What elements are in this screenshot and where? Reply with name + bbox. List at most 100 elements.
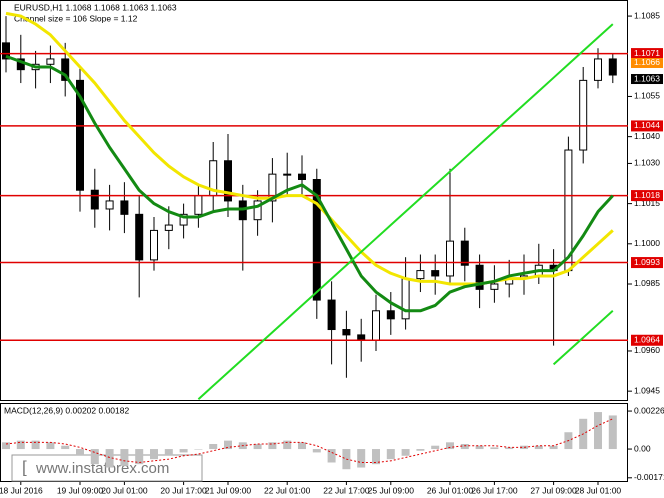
- candle-body: [2, 42, 10, 60]
- macd-bar: [475, 445, 484, 450]
- macd-bar: [386, 449, 395, 460]
- candle-body: [61, 58, 70, 81]
- candle-body: [179, 213, 188, 226]
- macd-bar: [357, 449, 366, 468]
- macd-bar: [372, 449, 380, 465]
- level-label-box: [631, 120, 663, 132]
- candle-body: [490, 283, 499, 290]
- macd-bar: [61, 445, 70, 450]
- macd-bar: [549, 445, 558, 450]
- y-tick-label: 1.1015: [634, 198, 660, 208]
- y-tick-label: 1.1030: [634, 158, 660, 168]
- macd-bar: [401, 449, 410, 456]
- macd-bar: [446, 442, 454, 450]
- macd-bar: [268, 442, 277, 450]
- macd-bar: [283, 440, 292, 450]
- candle-body: [357, 334, 366, 341]
- level-label-box: [631, 257, 663, 269]
- macd-bar: [2, 442, 10, 450]
- macd-signal: [5, 418, 614, 464]
- candle-body: [224, 160, 232, 202]
- macd-title: MACD(12,26,9) 0.00202 0.00182: [4, 405, 129, 415]
- x-tick-label: 20 Jul 01:00: [101, 485, 148, 495]
- chart-subtitle: Channel size = 106 Slope = 1.12: [14, 13, 138, 23]
- watermark-text: www.instaforex.com: [35, 460, 169, 477]
- y-tick-label: 1.0985: [634, 278, 660, 288]
- level-label: 1.1018: [634, 190, 660, 200]
- y-tick-label: 1.0960: [634, 345, 660, 355]
- candle-body: [446, 240, 454, 277]
- candle-body: [594, 58, 602, 81]
- indicator-line: [5, 54, 614, 313]
- level-label: 1.1044: [634, 120, 660, 130]
- macd-bar: [194, 449, 203, 450]
- macd-bar: [90, 449, 99, 465]
- y-tick-label: 1.1040: [634, 131, 660, 141]
- candle-body: [342, 329, 351, 336]
- indicator-line: [5, 11, 614, 286]
- candle-body: [135, 213, 144, 261]
- candle-body: [46, 58, 55, 65]
- indicator-line: [197, 23, 614, 400]
- chart-title: EURUSD,H1 1.1068 1.1068 1.1063 1.1063: [14, 2, 177, 12]
- x-tick-label: 27 Jul 09:00: [530, 485, 577, 495]
- macd-bar: [16, 440, 25, 450]
- candle-body: [253, 200, 262, 221]
- candle-body: [150, 229, 158, 261]
- macd-bar: [490, 447, 499, 450]
- x-tick-label: 22 Jul 17:00: [323, 485, 370, 495]
- macd-bar: [31, 440, 40, 450]
- indicator-line: [552, 310, 614, 366]
- level-label: 1.0993: [634, 257, 660, 267]
- candle-body: [283, 173, 292, 176]
- macd-bar: [46, 442, 55, 450]
- level-label: 1.1071: [634, 48, 660, 58]
- macd-bar: [327, 449, 336, 463]
- macd-bar: [150, 449, 158, 460]
- level-label-box: [631, 48, 663, 60]
- macd-bar: [431, 445, 440, 450]
- macd-bar: [534, 445, 543, 450]
- candle-body: [105, 200, 114, 210]
- candle-body: [312, 179, 321, 301]
- macd-bar: [105, 449, 114, 468]
- macd-bar: [76, 449, 84, 456]
- candle-body: [120, 200, 129, 215]
- y-tick-label: 1.0945: [634, 385, 660, 395]
- level-label: 1.0964: [634, 335, 660, 345]
- candle-body: [327, 299, 336, 331]
- price-marker-label: 1.1066: [634, 57, 660, 67]
- macd-bar: [209, 444, 218, 450]
- candle-body: [579, 79, 588, 151]
- macd-bar: [179, 449, 188, 453]
- y-tick-label: 1.1055: [634, 91, 660, 101]
- y-tick-label: -0.00171: [634, 472, 664, 482]
- candle-body: [372, 310, 380, 341]
- candle-body: [298, 173, 306, 181]
- y-tick-label: 1.1000: [634, 238, 660, 248]
- y-tick-label: 0.00226: [634, 405, 664, 415]
- macd-bar: [608, 415, 617, 450]
- watermark-bracket: [: [22, 457, 27, 476]
- x-tick-label: 21 Jul 09:00: [205, 485, 252, 495]
- macd-bar: [520, 445, 528, 450]
- macd-bar: [164, 449, 173, 456]
- candle-body: [164, 224, 173, 231]
- x-tick-label: 20 Jul 17:00: [160, 485, 207, 495]
- x-tick-label: 22 Jul 01:00: [264, 485, 311, 495]
- macd-bar: [298, 442, 306, 450]
- macd-bar: [253, 444, 262, 450]
- x-tick-label: 26 Jul 01:00: [427, 485, 474, 495]
- y-tick-label: 0.00: [634, 443, 651, 453]
- candle-body: [401, 278, 410, 320]
- candle-body: [416, 270, 425, 280]
- candle-body: [608, 58, 617, 76]
- candle-body: [268, 173, 277, 202]
- macd-bar: [460, 444, 469, 450]
- price-marker-box: [631, 74, 663, 85]
- price-marker-box: [631, 57, 663, 68]
- macd-bar: [312, 449, 321, 453]
- candle-body: [386, 310, 395, 320]
- price-marker-label: 1.1063: [634, 73, 660, 83]
